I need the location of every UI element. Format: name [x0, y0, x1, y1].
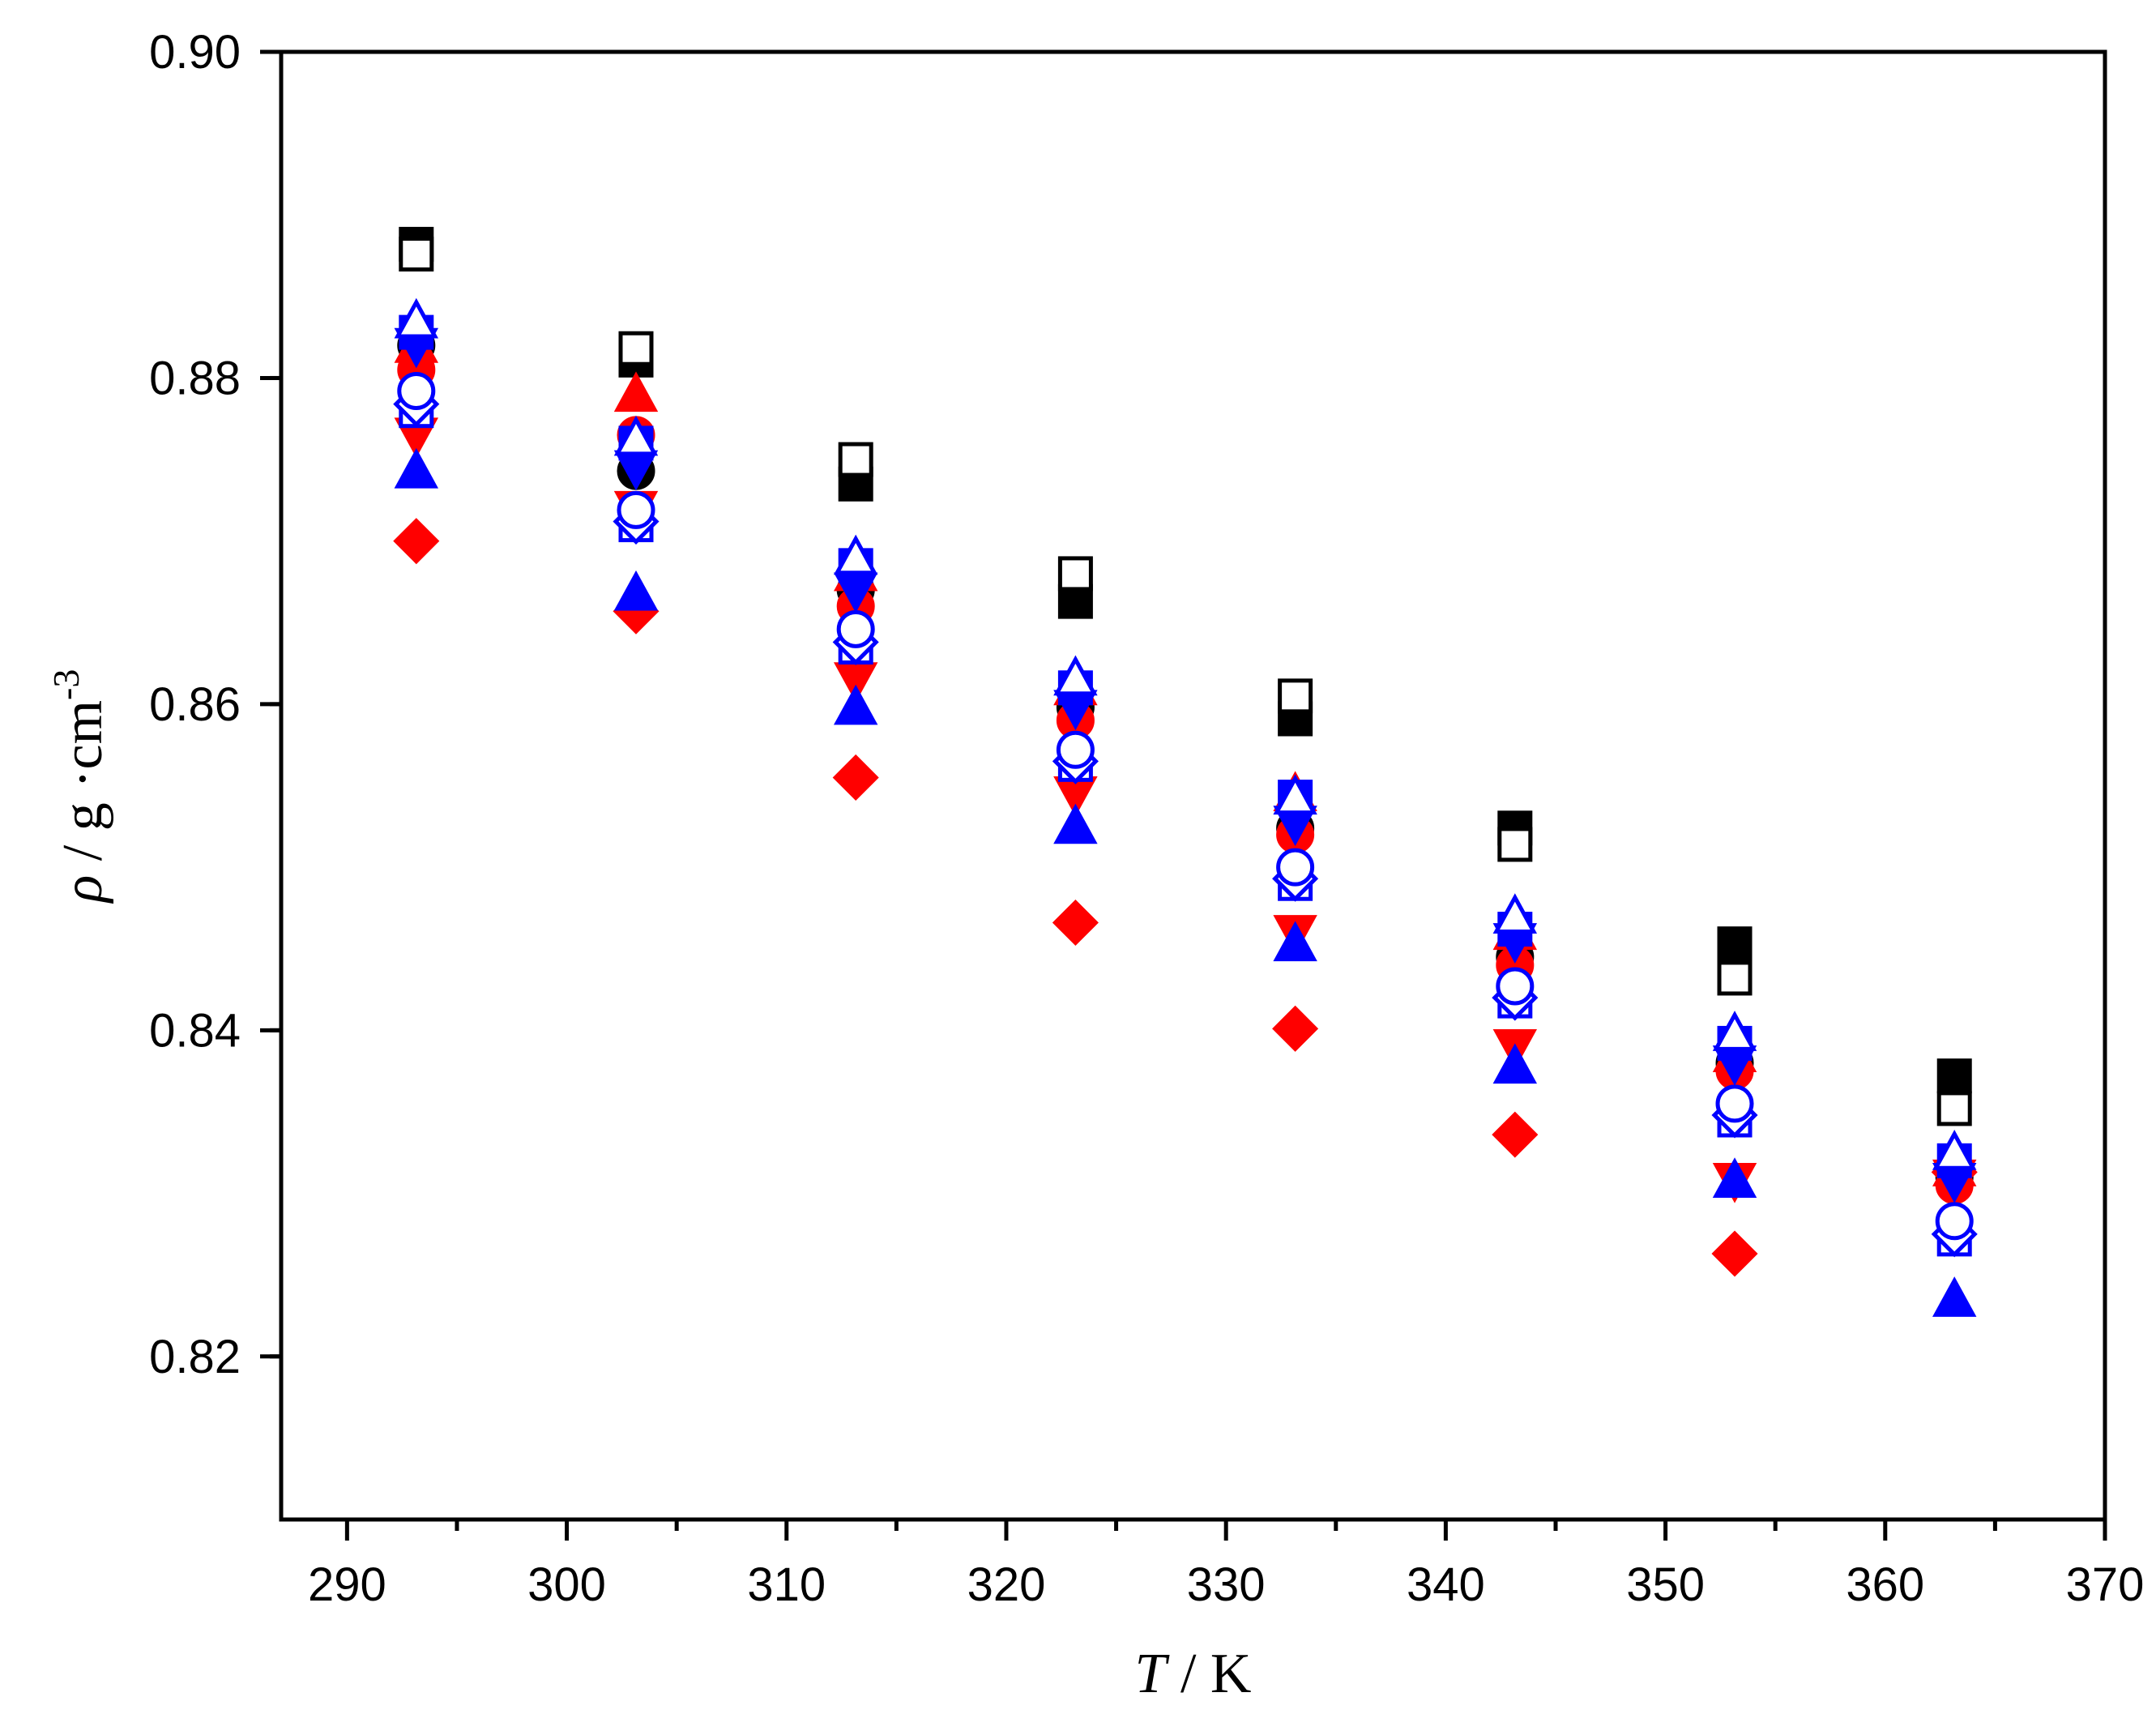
data-point	[613, 415, 659, 456]
data-point	[1053, 655, 1098, 696]
y-tick-label: 0.84	[149, 1004, 241, 1057]
x-tick-label: 300	[527, 1558, 606, 1611]
x-tick-label: 340	[1407, 1558, 1485, 1611]
axis-ticks	[260, 49, 2107, 1541]
data-point	[618, 331, 654, 366]
data-point	[1492, 893, 1538, 934]
data-point	[1712, 1157, 1757, 1198]
data-point	[1492, 1111, 1539, 1158]
data-point	[397, 372, 436, 411]
data-point	[399, 237, 434, 272]
data-point	[1272, 1005, 1319, 1052]
x-axis-unit: / K	[1166, 1643, 1251, 1705]
y-axis-symbol: ρ	[52, 875, 114, 904]
data-point	[833, 684, 878, 725]
data-point	[394, 297, 439, 339]
data-point	[1936, 1058, 1972, 1094]
data-point	[1717, 926, 1753, 962]
data-point	[1273, 921, 1317, 962]
data-point	[393, 518, 440, 565]
tick-labels: 290 300 310 320 330 340 350 360 370 0.82 0.84 0.86 0…	[149, 26, 2144, 1611]
y-tick-label: 0.88	[149, 352, 241, 404]
x-tick-label: 320	[967, 1558, 1046, 1611]
data-point	[1497, 827, 1533, 862]
x-tick-label: 370	[2066, 1558, 2145, 1611]
data-point	[1052, 899, 1099, 947]
data-point	[1936, 1091, 1972, 1126]
data-markers	[393, 226, 1978, 1317]
data-point	[1717, 960, 1753, 996]
x-axis-title: T / K	[1135, 1643, 1252, 1705]
y-tick-label: 0.86	[149, 678, 241, 731]
data-point	[1278, 678, 1313, 714]
data-point	[1273, 774, 1317, 815]
x-tick-label: 330	[1187, 1558, 1266, 1611]
data-point	[833, 534, 878, 575]
data-point	[394, 447, 439, 489]
data-point	[613, 371, 659, 412]
x-axis-symbol: T	[1135, 1643, 1171, 1705]
data-point	[1715, 1084, 1754, 1123]
x-tick-label: 360	[1846, 1558, 1924, 1611]
data-point	[838, 442, 873, 477]
data-point	[1492, 1043, 1538, 1084]
data-point	[1276, 848, 1315, 887]
data-point	[617, 490, 655, 529]
x-tick-label: 350	[1626, 1558, 1705, 1611]
y-axis-unit-exponent: -3	[45, 669, 87, 700]
data-point	[1711, 1230, 1758, 1277]
y-tick-label: 0.90	[149, 26, 241, 79]
data-point	[1053, 803, 1098, 844]
data-point	[1932, 1276, 1977, 1317]
data-point	[1932, 1130, 1977, 1170]
data-point	[832, 754, 879, 801]
y-tick-label: 0.82	[149, 1331, 241, 1383]
data-point	[836, 609, 875, 648]
y-axis-title: ρ / g ·cm-3	[45, 669, 114, 904]
data-point	[613, 570, 659, 611]
plot-frame	[279, 49, 2107, 1522]
data-point	[1057, 556, 1093, 592]
data-point	[1935, 1202, 1974, 1241]
y-axis-unit: / g ·cm	[52, 700, 114, 875]
data-point	[1496, 967, 1535, 1006]
x-tick-label: 310	[747, 1558, 826, 1611]
x-tick-label: 290	[308, 1558, 386, 1611]
data-point	[1712, 1011, 1757, 1051]
data-point	[1056, 730, 1095, 769]
